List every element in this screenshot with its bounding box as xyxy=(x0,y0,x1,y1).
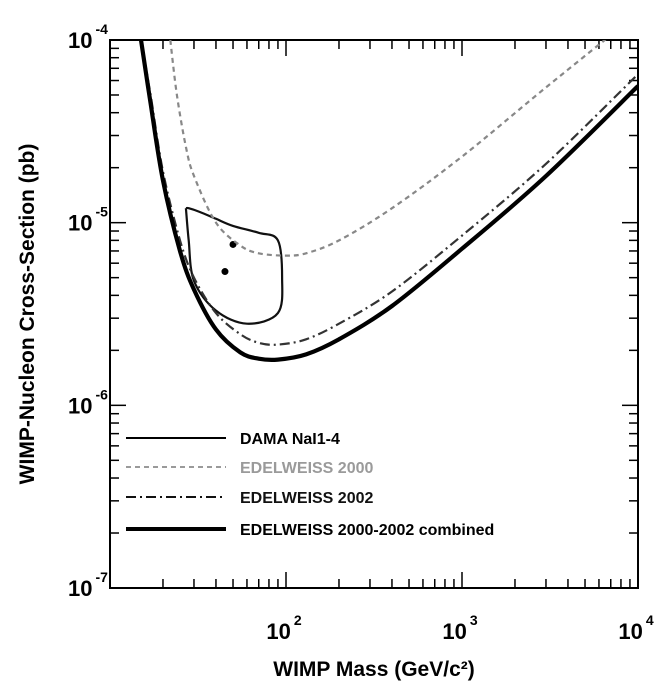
y-tick-label-0: 10 -4 xyxy=(68,21,108,53)
series-line-1 xyxy=(169,40,607,257)
series-line-2 xyxy=(139,40,638,346)
x-tick-label-1-exp: 3 xyxy=(470,612,478,628)
y-tick-label-2: 10 -6 xyxy=(68,386,108,418)
x-axis-title-text: WIMP Mass (GeV/c²) xyxy=(273,658,475,681)
y-tick-label-3-base: 10 xyxy=(68,576,92,601)
y-tick-label-2-base: 10 xyxy=(68,393,92,418)
y-axis-title-text: WIMP-Nucleon Cross-Section (pb) xyxy=(16,144,39,485)
x-tick-label-1-base: 10 xyxy=(442,619,466,644)
x-axis-title: WIMP Mass (GeV/c²) xyxy=(273,658,475,681)
y-axis-title: WIMP-Nucleon Cross-Section (pb) xyxy=(16,144,39,485)
x-tick-label-2-exp: 4 xyxy=(646,612,654,628)
minor-ticks xyxy=(110,40,638,588)
series-point-0-0 xyxy=(221,268,229,276)
legend-label-3: EDELWEISS 2000-2002 combined xyxy=(240,522,494,539)
x-tick-label-0-base: 10 xyxy=(266,619,290,644)
legend-label-2: EDELWEISS 2002 xyxy=(240,490,373,507)
y-tick-label-3-exp: -7 xyxy=(95,569,108,585)
y-tick-label-3: 10 -7 xyxy=(68,569,108,601)
x-tick-label-0-exp: 2 xyxy=(294,612,302,628)
x-tick-label-0: 10 2 xyxy=(266,612,301,644)
curves xyxy=(138,40,638,363)
y-tick-label-0-base: 10 xyxy=(68,28,92,53)
legend: DAMA NaI1-4 EDELWEISS 2000 EDELWEISS 2002 E… xyxy=(126,431,494,539)
y-tick-label-2-exp: -6 xyxy=(95,386,108,402)
series-line-0 xyxy=(184,206,284,325)
y-tick-label-1: 10 -5 xyxy=(68,204,108,236)
x-tick-label-1: 10 3 xyxy=(442,612,477,644)
y-tick-label-0-exp: -4 xyxy=(95,21,108,37)
y-tick-label-1-base: 10 xyxy=(68,211,92,236)
plot-frame xyxy=(109,39,639,589)
tick-labels: 10 2 10 3 10 410 -410 -510 -610 -7 xyxy=(68,21,654,644)
y-tick-label-1-exp: -5 xyxy=(95,204,108,220)
x-tick-label-2-base: 10 xyxy=(618,619,642,644)
legend-label-0: DAMA NaI1-4 xyxy=(240,431,340,448)
x-tick-label-2: 10 4 xyxy=(618,612,653,644)
series-line-3 xyxy=(138,40,638,363)
legend-label-1: EDELWEISS 2000 xyxy=(240,460,373,477)
